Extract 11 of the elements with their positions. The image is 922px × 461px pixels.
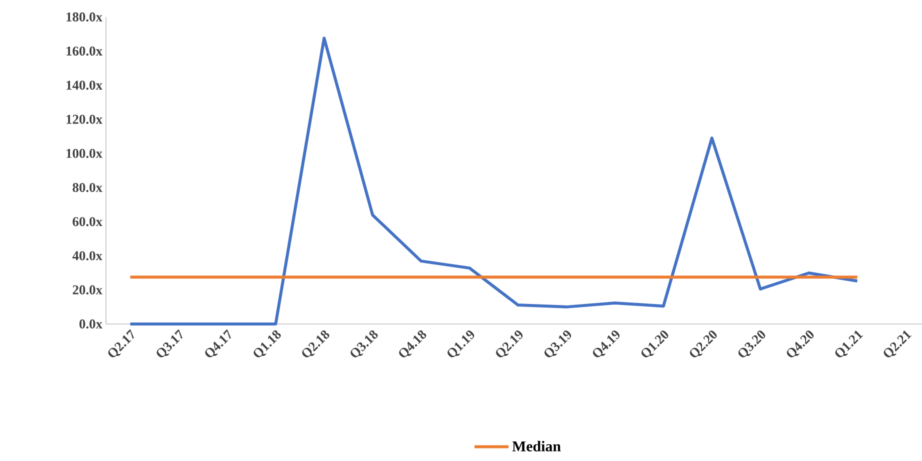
y-tick-label: 80.0x xyxy=(72,182,102,192)
y-tick-label: 140.0x xyxy=(66,80,102,90)
y-tick-label: 40.0x xyxy=(72,251,102,260)
y-tick-label: 100.0x xyxy=(66,148,102,158)
y-tick-label: 0.0x xyxy=(79,319,102,329)
y-tick-label: 120.0x xyxy=(66,114,102,124)
legend-label: Median xyxy=(512,440,561,452)
y-tick-label: 60.0x xyxy=(72,217,102,226)
y-tick-label: 160.0x xyxy=(66,46,102,56)
y-tick-label: 180.0x xyxy=(66,12,102,22)
y-tick-label: 20.0x xyxy=(72,285,102,294)
